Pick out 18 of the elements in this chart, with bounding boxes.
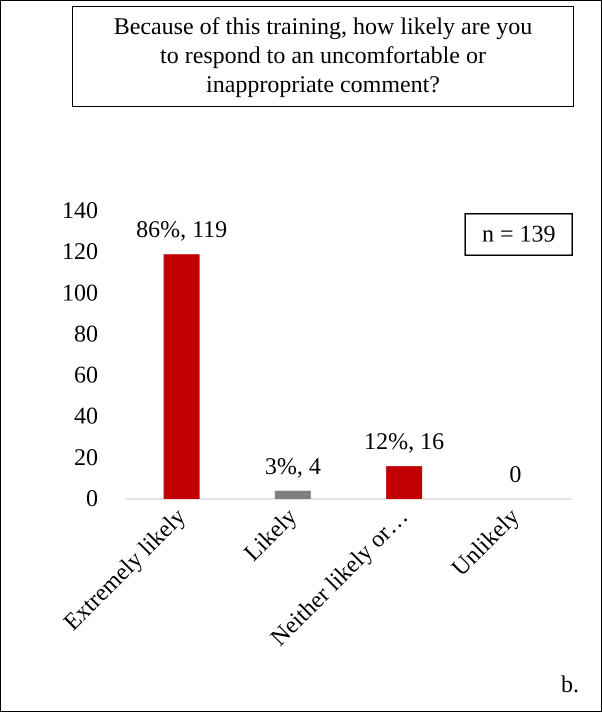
bar [386,466,422,499]
data-label: 3%, 4 [264,454,321,480]
text: b. [561,672,579,698]
y-tick-label: 80 [74,321,98,348]
bar [274,490,311,499]
y-tick-label: 20 [74,444,98,471]
data-label: 12%, 16 [364,429,444,456]
y-tick-label: 100 [62,280,98,306]
data-label: 86%, 119 [136,217,228,244]
y-tick-label: 40 [74,404,98,430]
y-tick-label: 60 [74,362,98,389]
y-tick-label: 0 [86,486,98,512]
bar [164,254,200,499]
data-label: 0 [509,462,522,488]
y-tick-label: 120 [62,239,98,266]
chart-title: Because of this training, how likely are you to respond to an uncomfortable or inappropriate comment? [72,6,574,107]
y-tick-label: 140 [62,198,98,224]
annotation: n = 139 [482,222,556,248]
